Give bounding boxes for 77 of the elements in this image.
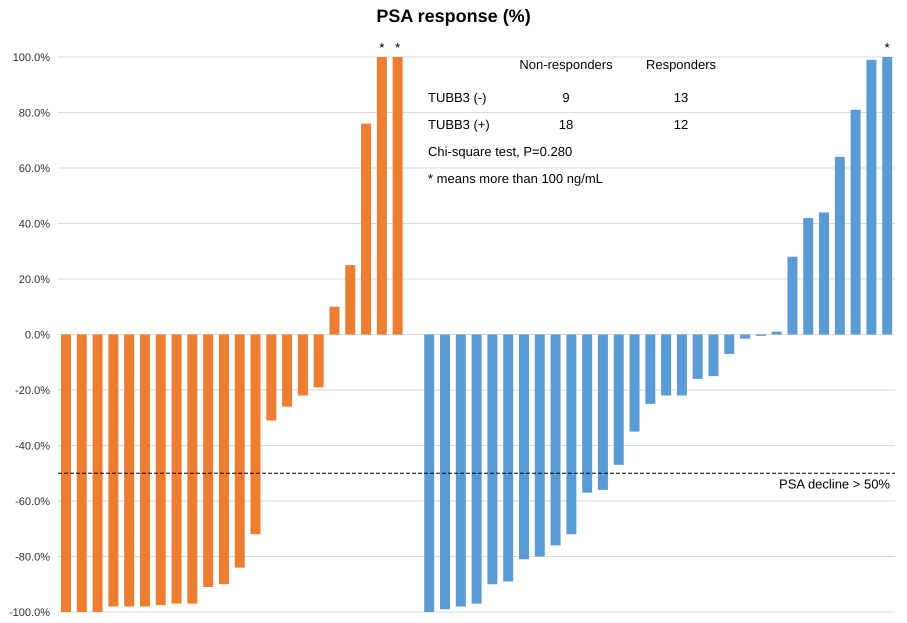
- bar: [708, 334, 718, 376]
- bar: [850, 110, 861, 334]
- bar: [882, 57, 892, 334]
- bar: [487, 334, 498, 584]
- bar: [630, 334, 640, 432]
- bar: [724, 334, 734, 354]
- bar: [566, 334, 576, 534]
- annotation: 13: [674, 90, 688, 105]
- bar: [298, 334, 308, 396]
- bar: [424, 334, 434, 612]
- bar: [614, 334, 624, 465]
- bar: [692, 334, 703, 379]
- annotation: Non-responders: [519, 57, 613, 72]
- bar: [140, 334, 150, 606]
- bar: [61, 334, 71, 612]
- y-tick-label: -20.0%: [15, 384, 50, 397]
- bar: [345, 265, 356, 334]
- bar: [392, 57, 403, 334]
- bar: [187, 334, 198, 604]
- bar: [518, 334, 529, 560]
- bar: [534, 334, 545, 556]
- bar: [740, 334, 750, 339]
- bar: [361, 124, 372, 334]
- data-label: *: [379, 40, 384, 55]
- bar: [503, 334, 514, 582]
- annotation: 12: [674, 117, 688, 132]
- annotation: 18: [558, 117, 574, 132]
- bar: [803, 218, 814, 334]
- bar: [203, 334, 214, 588]
- y-tick-label: 100.0%: [12, 52, 50, 64]
- y-tick-label: -60.0%: [15, 496, 50, 508]
- y-tick-label: 80.0%: [18, 107, 50, 120]
- data-label: *: [884, 40, 890, 55]
- bar: [676, 334, 687, 396]
- bar: [156, 334, 166, 606]
- annotation: Responders: [646, 57, 716, 72]
- bar: [834, 156, 845, 334]
- annotation: 9: [562, 90, 570, 105]
- y-tick-label: -40.0%: [15, 440, 50, 452]
- bar: [218, 334, 229, 584]
- bar: [787, 256, 798, 334]
- bar: [550, 334, 561, 546]
- bar: [472, 334, 482, 604]
- annotation: TUBB3 (-): [428, 90, 486, 105]
- annotation: TUBB3 (+): [428, 117, 490, 132]
- bar: [598, 334, 608, 490]
- bar: [645, 334, 656, 404]
- bar: [456, 334, 466, 606]
- bar: [92, 334, 103, 612]
- bar: [314, 334, 324, 388]
- bar: [440, 334, 450, 610]
- bar: [250, 334, 261, 534]
- bar: [866, 60, 876, 334]
- bar: [772, 332, 782, 334]
- bar: [661, 334, 672, 396]
- bar: [329, 306, 340, 334]
- bar: [108, 334, 118, 606]
- bar: [172, 334, 182, 604]
- annotation: Chi-square test, P=0.280: [428, 144, 572, 159]
- y-tick-label: 40.0%: [18, 218, 50, 230]
- bar: [819, 212, 830, 334]
- data-label: *: [395, 40, 400, 55]
- bar: [582, 334, 592, 493]
- bar: [76, 334, 87, 612]
- annotation: * means more than 100 ng/mL: [428, 171, 603, 186]
- y-tick-label: 60.0%: [18, 162, 50, 175]
- bar: [234, 334, 245, 568]
- bar: [282, 334, 292, 407]
- bar: [266, 334, 276, 421]
- bar: [124, 334, 134, 606]
- y-tick-label: -80.0%: [15, 551, 50, 564]
- y-tick-label: -100.0%: [9, 606, 50, 619]
- y-tick-label: 0.0%: [24, 329, 50, 342]
- chart-title: PSA response (%): [375, 6, 532, 27]
- bar: [376, 57, 387, 334]
- ref-line-label: PSA decline > 50%: [779, 476, 890, 492]
- y-tick-label: 20.0%: [18, 274, 50, 286]
